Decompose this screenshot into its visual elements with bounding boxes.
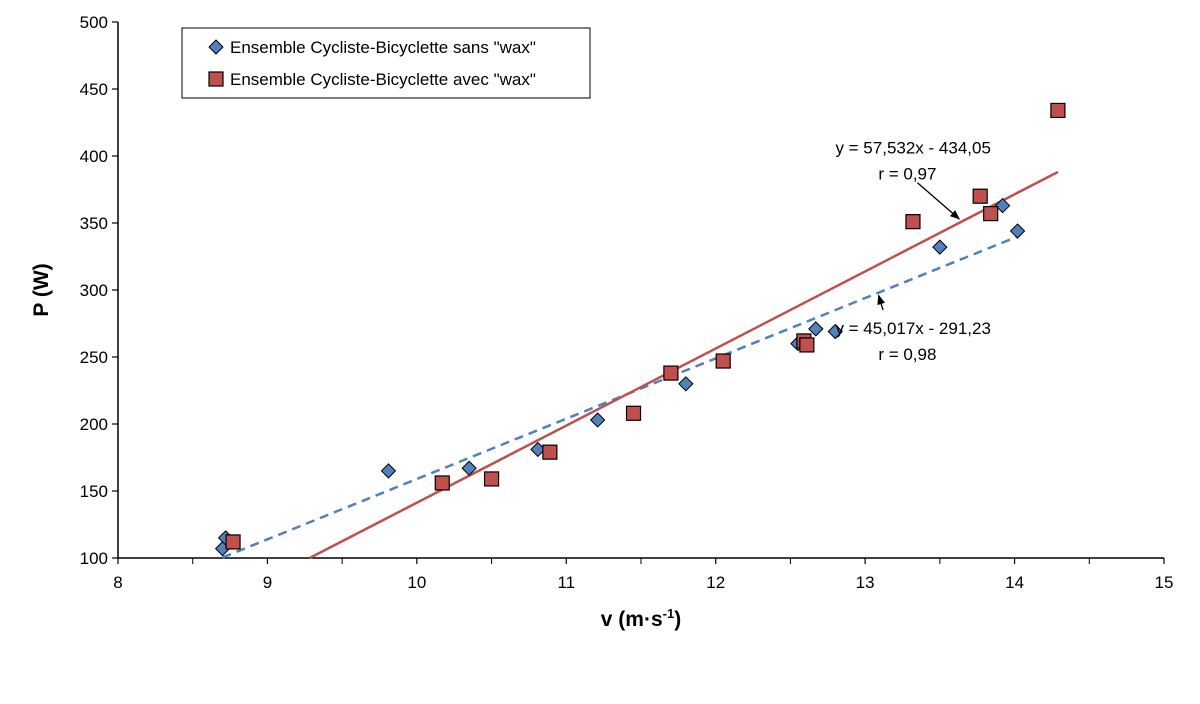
x-tick-label: 10 xyxy=(407,573,426,592)
annotation-2-line-2: r = 0,98 xyxy=(878,345,936,364)
annotations: y = 57,532x - 434,05 r = 0,97 y = 45,017x … xyxy=(835,138,990,364)
trendlines xyxy=(222,170,1059,560)
legend-label-2: Ensemble Cycliste-Bicyclette avec "wax" xyxy=(230,70,536,89)
square-point xyxy=(1050,102,1066,119)
square-point xyxy=(715,353,731,369)
x-tick-label: 13 xyxy=(856,573,875,592)
annotation-arrow-2 xyxy=(877,294,886,311)
y-tick-label: 150 xyxy=(80,482,108,501)
y-axis-title: P (W) xyxy=(30,263,53,316)
y-tick-label: 350 xyxy=(80,214,108,233)
square-point xyxy=(663,365,679,381)
annotation-arrow-1 xyxy=(917,182,961,220)
data-points xyxy=(214,102,1066,557)
y-tick-label: 400 xyxy=(80,147,108,166)
legend: Ensemble Cycliste-Bicyclette sans "wax" E… xyxy=(181,27,591,99)
square-point xyxy=(542,444,558,460)
diamond-point xyxy=(461,460,477,476)
y-tick-label: 200 xyxy=(80,415,108,434)
x-tick-label: 14 xyxy=(1005,573,1024,592)
x-tick-label: 15 xyxy=(1155,573,1174,592)
trendline-series-2 xyxy=(309,170,1059,560)
annotation-1-line-1: y = 57,532x - 434,05 xyxy=(835,138,990,157)
y-tick-label: 500 xyxy=(80,13,108,32)
y-tick-label: 450 xyxy=(80,80,108,99)
square-point xyxy=(625,405,642,421)
y-tick-label: 250 xyxy=(80,348,108,367)
legend-marker-2 xyxy=(208,71,224,87)
diamond-point xyxy=(1009,223,1026,239)
x-tick-label: 9 xyxy=(263,573,272,592)
axes: 100 150 200 250 300 350 400 450 500 8 9 10 11 12 13 14 1… xyxy=(80,13,1174,592)
legend-box xyxy=(181,27,591,99)
annotation-1-line-2: r = 0,97 xyxy=(878,164,936,183)
x-axis-title: v (m·s-1) xyxy=(601,606,681,631)
legend-marker-1 xyxy=(208,39,224,55)
square-point xyxy=(905,214,921,230)
square-point xyxy=(799,337,815,353)
square-point xyxy=(225,534,241,550)
legend-label-1: Ensemble Cycliste-Bicyclette sans "wax" xyxy=(230,38,536,57)
diamond-point xyxy=(678,376,694,392)
x-tick-label: 12 xyxy=(706,573,725,592)
y-tick-label: 300 xyxy=(80,281,108,300)
square-point xyxy=(972,188,988,204)
diamond-point xyxy=(827,323,843,340)
diamond-point xyxy=(380,463,397,479)
diamond-point xyxy=(589,412,606,428)
square-point xyxy=(983,206,999,222)
diamond-point xyxy=(932,239,948,255)
x-tick-label: 11 xyxy=(557,573,575,592)
diamond-point xyxy=(994,197,1011,214)
square-point xyxy=(434,475,450,491)
y-tick-label: 100 xyxy=(80,549,108,568)
square-point xyxy=(483,471,500,487)
diamond-point xyxy=(808,321,824,337)
annotation-2-line-1: y = 45,017x - 291,23 xyxy=(835,319,990,338)
x-tick-label: 8 xyxy=(113,573,122,592)
